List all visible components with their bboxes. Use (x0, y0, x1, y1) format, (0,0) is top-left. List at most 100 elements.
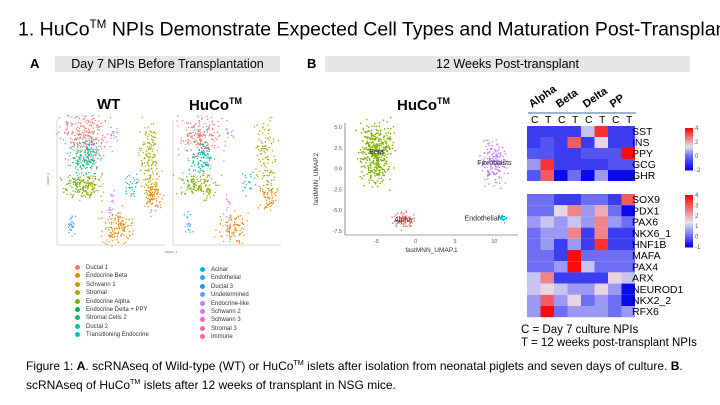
cell-point (187, 211, 189, 213)
cell-point (210, 164, 212, 167)
cell-point (77, 161, 79, 163)
heatmap-cell (608, 306, 622, 318)
cell-point (262, 188, 264, 191)
cell-point (202, 193, 205, 195)
cell-point (90, 136, 92, 138)
cell-point (145, 196, 148, 199)
cell-point (277, 140, 279, 142)
cell-point (100, 235, 103, 237)
cell-point (71, 215, 73, 217)
cell-point (84, 196, 87, 198)
cell-point (149, 187, 152, 190)
colorbar-segment (685, 208, 693, 212)
cell-point (84, 149, 86, 152)
cell-point (88, 138, 90, 140)
colorbar-tick: 0 (695, 235, 699, 241)
heatmap-cell (621, 306, 635, 318)
cell-point (152, 139, 154, 142)
cell-point (494, 178, 497, 181)
cell-point (186, 186, 189, 188)
cell-point (134, 186, 137, 188)
cell-point (97, 190, 99, 192)
cell-point (183, 214, 185, 216)
cell-point (117, 218, 120, 221)
cell-point (75, 188, 77, 190)
cell-point (172, 174, 175, 176)
cell-point (131, 221, 134, 224)
cell-point (114, 229, 116, 231)
cell-point (87, 156, 89, 159)
cell-point (483, 166, 486, 169)
heatmap-cell (581, 272, 595, 284)
cell-point (206, 161, 208, 163)
cell-point (264, 137, 267, 139)
cell-point (87, 159, 90, 161)
cell-point (85, 115, 87, 118)
cell-point (81, 131, 84, 134)
cell-point (82, 164, 84, 166)
cell-point (69, 174, 71, 177)
cell-point (268, 200, 271, 203)
cell-point (494, 168, 497, 170)
cell-point (72, 183, 75, 185)
cell-point (367, 142, 370, 145)
heatmap-cell (554, 261, 568, 273)
cell-point (363, 148, 365, 151)
cell-point (71, 133, 73, 135)
cell-point (86, 166, 88, 169)
cell-point (229, 241, 231, 243)
cell-point (272, 138, 275, 140)
cell-point (197, 164, 199, 166)
cell-point (71, 216, 73, 219)
cell-point (145, 178, 147, 181)
cell-point (381, 180, 383, 183)
cell-point (271, 116, 273, 118)
cell-point (116, 140, 119, 142)
cell-point (409, 222, 411, 225)
cell-point (262, 145, 264, 148)
cell-point (72, 190, 74, 192)
cell-point (181, 120, 184, 122)
cell-point (77, 176, 80, 179)
cell-point (91, 166, 93, 168)
cell-point (200, 143, 203, 146)
cell-point (147, 135, 149, 137)
cell-point (205, 199, 208, 201)
cell-point (383, 164, 386, 167)
heatmap-cell (621, 159, 635, 170)
cell-point (74, 134, 76, 136)
cell-point (187, 143, 190, 145)
cell-point (85, 159, 88, 161)
cell-point (503, 221, 506, 224)
cell-point (373, 125, 376, 127)
cell-point (96, 166, 98, 169)
cell-point (210, 177, 212, 180)
condition-label: T (626, 114, 633, 126)
cell-point (369, 162, 372, 164)
cell-point (207, 165, 210, 167)
cell-point (98, 120, 100, 122)
cell-point (150, 186, 153, 188)
cell-point (386, 156, 388, 159)
cell-point (102, 183, 104, 185)
heatmap-cell (554, 238, 568, 250)
cell-point (77, 162, 80, 165)
cell-point (106, 141, 108, 143)
cell-point (205, 180, 207, 182)
cell-point (84, 143, 86, 145)
heatmap-cell (594, 294, 608, 306)
cell-point (86, 119, 88, 122)
cell-point (90, 119, 93, 121)
cell-point (235, 224, 237, 226)
cell-point (140, 159, 143, 162)
cell-point (198, 166, 200, 169)
cell-point (488, 155, 491, 158)
cell-point (205, 190, 208, 193)
cell-point (197, 146, 199, 148)
cell-point (212, 138, 214, 141)
cell-point (177, 115, 179, 117)
cell-point (78, 142, 81, 145)
cell-point (197, 143, 199, 145)
cell-point (63, 187, 65, 190)
